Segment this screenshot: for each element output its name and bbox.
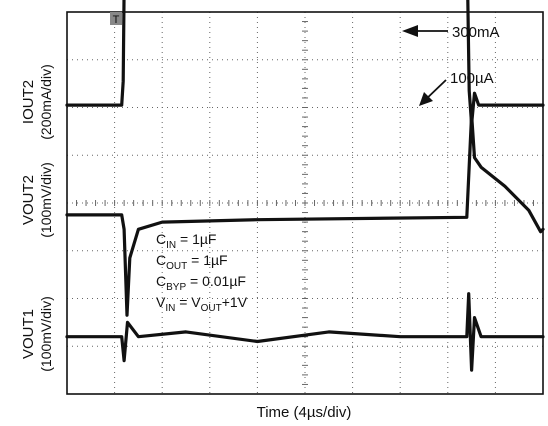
graticule <box>66 11 544 395</box>
trace-iout2 <box>65 0 545 126</box>
trigger-marker-label: T <box>113 14 120 26</box>
traces <box>65 0 545 372</box>
channel-scale-vout1: (100mV/div) <box>38 296 54 371</box>
condition-cin: CIN = 1µF <box>156 231 216 251</box>
channel-label-vout1: VOUT1 (100mV/div) <box>20 296 54 371</box>
condition-cbyp: CBYP = 0.01µF <box>156 273 246 293</box>
trigger-marker-box <box>110 12 122 25</box>
annotation-100ua-label: 100µA <box>450 70 494 87</box>
trace-vout2 <box>65 113 545 317</box>
annotation-100ua-arrowhead <box>419 92 433 106</box>
annotation-300ma: 300mA <box>402 24 500 41</box>
plot-frame <box>66 11 544 395</box>
channel-name-vout2: VOUT2 <box>20 175 37 225</box>
trace-vout1 <box>65 292 545 372</box>
channel-scale-iout2: (200mA/div) <box>38 64 54 139</box>
channel-label-iout2: IOUT2 (200mA/div) <box>20 64 54 139</box>
channel-scale-vout2: (100mV/div) <box>38 162 54 237</box>
test-conditions: CIN = 1µF COUT = 1µF CBYP = 0.01µF VIN =… <box>156 231 248 314</box>
annotation-100ua: 100µA <box>419 70 494 106</box>
x-axis-label: Time (4µs/div) <box>257 404 352 421</box>
condition-cout: COUT = 1µF <box>156 252 228 272</box>
channel-name-vout1: VOUT1 <box>20 309 37 359</box>
annotation-300ma-label: 300mA <box>452 24 500 41</box>
condition-vin: VIN = VOUT+1V <box>156 294 248 314</box>
trigger-marker: T <box>110 12 122 26</box>
channel-label-vout2: VOUT2 (100mV/div) <box>20 162 54 237</box>
channel-name-iout2: IOUT2 <box>20 80 37 124</box>
annotation-300ma-arrowhead <box>402 25 418 37</box>
